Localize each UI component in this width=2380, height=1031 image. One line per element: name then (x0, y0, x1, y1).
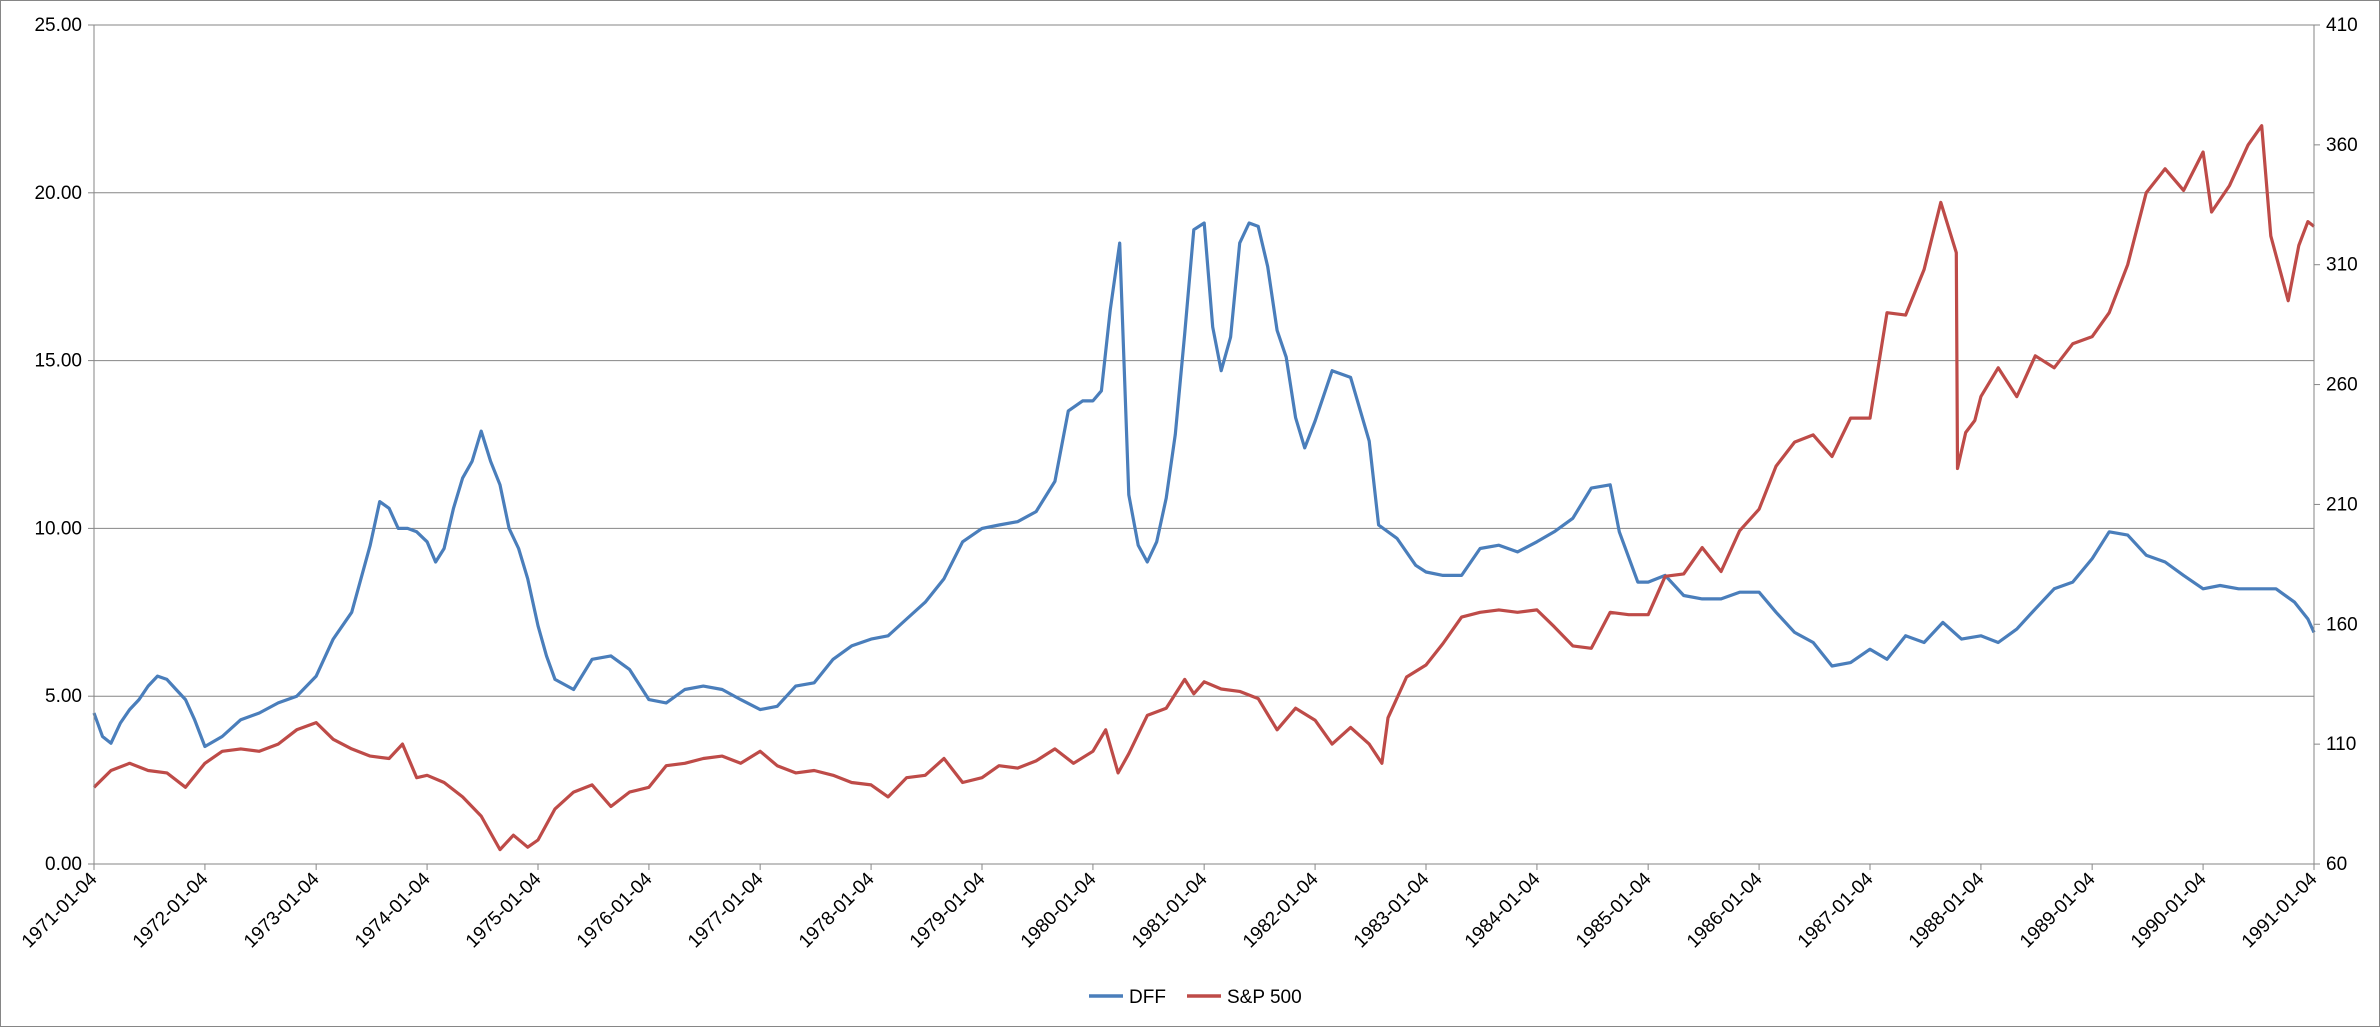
x-tick-label: 1989-01-04 (2016, 868, 2100, 952)
x-tick-label: 1976-01-04 (573, 868, 657, 952)
right-tick-label: 360 (2326, 135, 2358, 156)
right-tick-label: 160 (2326, 614, 2358, 635)
left-tick-label: 20.00 (34, 183, 82, 204)
x-axis-ticks: 1971-01-04 1972-01-04 1973-01-04 1974-01-04… (18, 868, 2322, 952)
x-tick-label: 1983-01-04 (1350, 868, 1434, 952)
grid-lines (94, 24, 2314, 697)
x-tick-label: 1985-01-04 (1572, 868, 1656, 952)
x-tick-label: 1982-01-04 (1239, 868, 1323, 952)
right-tick-label: 410 (2326, 15, 2358, 36)
x-tick-label: 1988-01-04 (1905, 868, 1989, 952)
right-axis-ticks: 60 110 160 210 260 310 360 410 (2326, 15, 2358, 875)
x-tick-label: 1991-01-04 (2238, 868, 2322, 952)
x-tick-label: 1973-01-04 (240, 868, 324, 952)
left-tick-label: 10.00 (34, 518, 82, 539)
x-tick-label: 1972-01-04 (129, 868, 213, 952)
series-line-dff (92, 221, 2316, 749)
left-tick-label: 15.00 (34, 351, 82, 372)
x-tick-label: 1981-01-04 (1128, 868, 1212, 952)
x-tick-label: 1971-01-04 (18, 868, 102, 952)
x-tick-label: 1990-01-04 (2127, 868, 2211, 952)
x-tick-label: 1977-01-04 (684, 868, 768, 952)
right-tick-label: 210 (2326, 494, 2358, 515)
x-tick-label: 1987-01-04 (1794, 868, 1878, 952)
right-tick-label: 310 (2326, 255, 2358, 276)
right-tick-label: 260 (2326, 375, 2358, 396)
x-tick-label: 1974-01-04 (351, 868, 435, 952)
series-line-sp500 (92, 124, 2315, 852)
series-layer (92, 124, 2316, 852)
right-tick-label: 110 (2326, 734, 2356, 755)
x-tick-label: 1978-01-04 (795, 868, 879, 952)
legend-label: DFF (1129, 987, 1166, 1008)
right-tick-label: 60 (2326, 854, 2347, 875)
x-tick-label: 1980-01-04 (1017, 868, 1101, 952)
axes (88, 24, 2320, 870)
left-tick-label: 25.00 (34, 15, 82, 36)
legend: DFF S&P 500 (1089, 987, 1302, 1008)
x-tick-label: 1984-01-04 (1461, 868, 1545, 952)
x-tick-label: 1986-01-04 (1683, 868, 1767, 952)
x-tick-label: 1979-01-04 (906, 868, 990, 952)
x-tick-label: 1975-01-04 (462, 868, 546, 952)
left-axis-ticks: 0.00 5.00 10.00 15.00 20.00 25.00 (34, 15, 82, 875)
legend-label: S&P 500 (1227, 987, 1302, 1008)
left-tick-label: 5.00 (45, 686, 82, 707)
left-tick-label: 0.00 (45, 854, 82, 875)
